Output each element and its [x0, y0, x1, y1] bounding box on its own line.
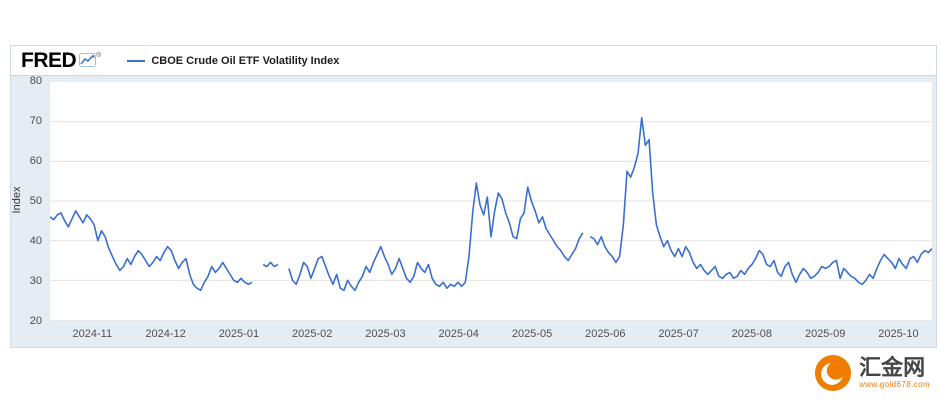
- x-tick-label: 2025-05: [511, 328, 553, 340]
- series-line: [50, 118, 932, 291]
- y-tick-label: 40: [29, 234, 42, 247]
- plot-area: [49, 81, 933, 321]
- x-axis-labels: 2024-11 2024-12 2025-01 2025-02 2025-03 2025-…: [49, 321, 933, 347]
- registered-mark: ®: [96, 52, 102, 59]
- watermark-link[interactable]: 汇金网 www.gold678.com: [814, 354, 930, 392]
- fred-chart-widget: FRED ® CBOE Crude Oil ETF Volatility Ind…: [10, 45, 937, 348]
- y-tick-label: 70: [29, 114, 42, 127]
- chart-body: Index 80 70 60 50 40 30 20 2024-11 2024-12 2025-…: [11, 75, 936, 347]
- watermark-text: 汇金网 www.gold678.com: [859, 356, 930, 389]
- x-tick-label: 2025-10: [878, 328, 919, 340]
- x-tick-label: 2025-01: [218, 328, 260, 340]
- x-tick-label: 2025-08: [731, 328, 773, 340]
- watermark-site-url: www.gold678.com: [859, 380, 930, 390]
- x-tick-label: 2025-06: [585, 328, 626, 340]
- y-tick-label: 50: [29, 195, 42, 207]
- watermark-site-name: 汇金网: [859, 355, 926, 381]
- x-tick-label: 2025-07: [658, 328, 699, 340]
- x-tick-label: 2025-09: [804, 328, 846, 340]
- y-tick-label: 80: [29, 75, 42, 87]
- x-tick-label: 2025-04: [438, 328, 479, 340]
- y-tick-label: 60: [29, 154, 42, 167]
- fred-logo-link[interactable]: FRED ®: [21, 50, 101, 71]
- chart-header: FRED ® CBOE Crude Oil ETF Volatility Ind…: [11, 46, 936, 76]
- fred-chart-icon: [79, 53, 97, 67]
- x-tick-label: 2024-12: [145, 328, 186, 340]
- y-tick-label: 30: [29, 275, 42, 287]
- chart-legend: CBOE Crude Oil ETF Volatility Index: [127, 55, 339, 67]
- legend-label: CBOE Crude Oil ETF Volatility Index: [151, 54, 340, 67]
- x-tick-label: 2025-03: [365, 328, 406, 340]
- x-tick-label: 2024-11: [72, 328, 113, 340]
- y-tick-label: 20: [29, 315, 42, 327]
- huijin-logo-icon: [815, 354, 852, 392]
- fred-logo-text: FRED: [21, 49, 77, 72]
- legend-line-swatch: [127, 59, 146, 62]
- x-tick-label: 2025-02: [291, 328, 333, 340]
- series-plot: [50, 82, 932, 320]
- y-axis-labels: 80 70 60 50 40 30 20: [11, 75, 45, 327]
